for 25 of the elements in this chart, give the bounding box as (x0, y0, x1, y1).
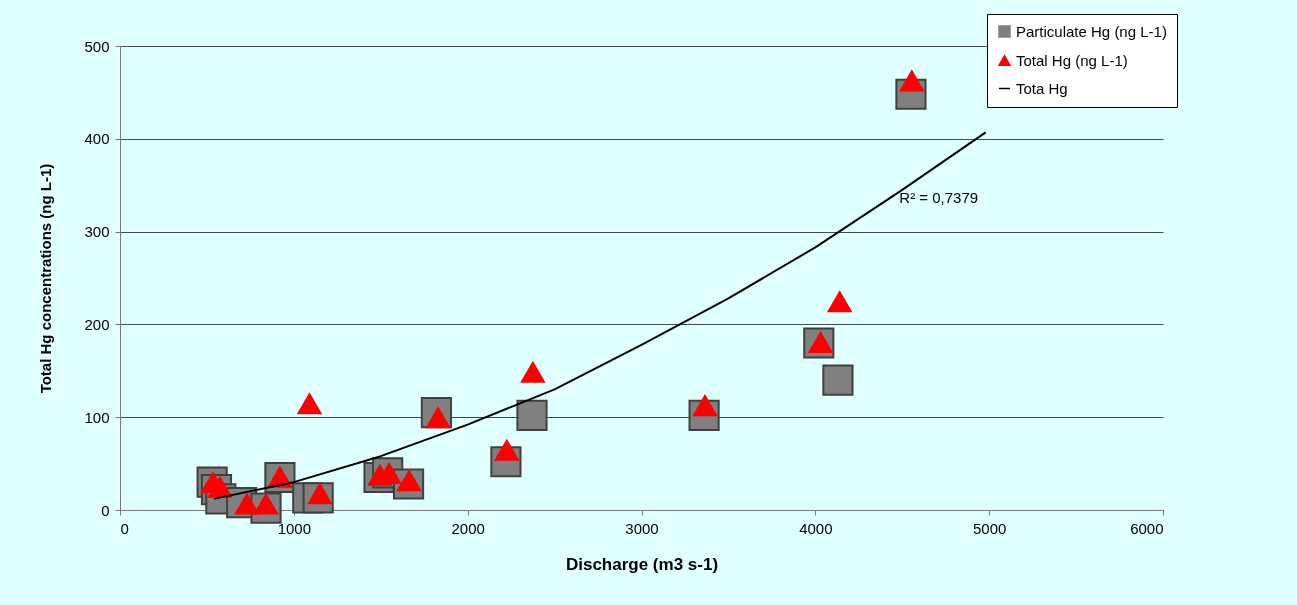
annotation: R² = 0,7379 (899, 188, 979, 206)
x-tick-label: 0 (120, 519, 129, 537)
point (826, 290, 853, 313)
y-tick-label: 400 (84, 130, 110, 148)
y-tick-label: 100 (84, 408, 110, 426)
point (516, 399, 548, 431)
x-tick-label: 3000 (625, 519, 659, 537)
y-axis-title: Total Hg concentrations (ng L-1) (37, 163, 55, 394)
y-tick-label: 0 (101, 501, 110, 519)
x-tick-label: 6000 (1130, 519, 1164, 537)
x-tick-label: 2000 (451, 519, 485, 537)
y-tick-label: 300 (84, 223, 110, 241)
point (822, 364, 854, 396)
legend-label: Total Hg (ng L-1) (1016, 51, 1128, 69)
y-tick-label: 500 (84, 37, 110, 55)
x-tick-label: 4000 (799, 519, 833, 537)
x-tick-label: 1000 (277, 519, 312, 537)
point (899, 69, 925, 92)
x-tick-label: 5000 (972, 519, 1007, 537)
y-tick-label: 200 (84, 315, 110, 333)
point (520, 360, 546, 383)
x-axis-title: Discharge (m3 s-1) (565, 554, 719, 574)
legend-label: Tota Hg (1016, 79, 1068, 97)
legend-label: Particulate Hg (ng L-1) (1016, 22, 1167, 40)
point (296, 392, 323, 415)
